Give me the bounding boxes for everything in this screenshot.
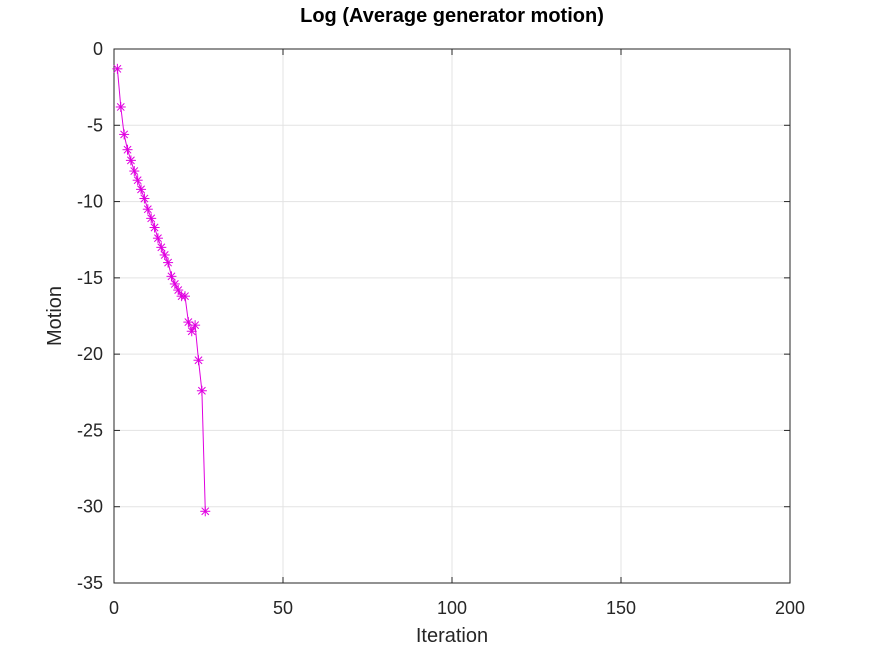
x-tick-label: 0 xyxy=(109,598,119,618)
y-tick-label: -15 xyxy=(77,268,103,288)
x-tick-label: 150 xyxy=(606,598,636,618)
data-point xyxy=(156,242,167,253)
grid xyxy=(113,48,791,584)
data-point xyxy=(132,175,143,186)
x-tick-label: 50 xyxy=(273,598,293,618)
data-point xyxy=(146,213,157,224)
data-point xyxy=(149,222,160,233)
y-tick-label: -10 xyxy=(77,192,103,212)
axis-ticks: 0 50 100 150 200 0 -5 -10 -15 -20 -25 -30 -35 xyxy=(77,39,805,618)
y-tick-label: -25 xyxy=(77,420,103,440)
x-axis-label: Iteration xyxy=(416,625,488,647)
data-point xyxy=(139,193,150,204)
data-point xyxy=(179,291,190,302)
data-point xyxy=(190,320,201,331)
data-point xyxy=(200,506,211,517)
data-point xyxy=(196,385,207,396)
data-point xyxy=(193,355,204,366)
x-tick-label: 200 xyxy=(775,598,805,618)
data-point xyxy=(169,278,180,289)
y-tick-label: -35 xyxy=(77,573,103,593)
data-point xyxy=(115,101,126,112)
data-point xyxy=(173,285,184,296)
y-tick-label: -20 xyxy=(77,344,103,364)
data-point xyxy=(119,129,130,140)
series-line xyxy=(116,68,206,512)
data-point xyxy=(136,184,147,195)
data-point xyxy=(112,63,123,74)
chart-title: Log (Average generator motion) xyxy=(300,5,604,27)
data-point xyxy=(163,257,174,268)
x-tick-label: 100 xyxy=(437,598,467,618)
data-point xyxy=(159,249,170,260)
data-point xyxy=(125,155,136,166)
data-point xyxy=(129,166,140,177)
data-point xyxy=(152,233,163,244)
data-point xyxy=(122,144,133,155)
y-tick-label: -5 xyxy=(87,115,103,135)
y-tick-label: 0 xyxy=(93,39,103,59)
y-tick-label: -30 xyxy=(77,497,103,517)
data-point xyxy=(142,204,153,215)
y-axis-label: Motion xyxy=(44,286,66,346)
data-point xyxy=(166,271,177,282)
series xyxy=(112,63,211,517)
data-point xyxy=(183,317,194,328)
